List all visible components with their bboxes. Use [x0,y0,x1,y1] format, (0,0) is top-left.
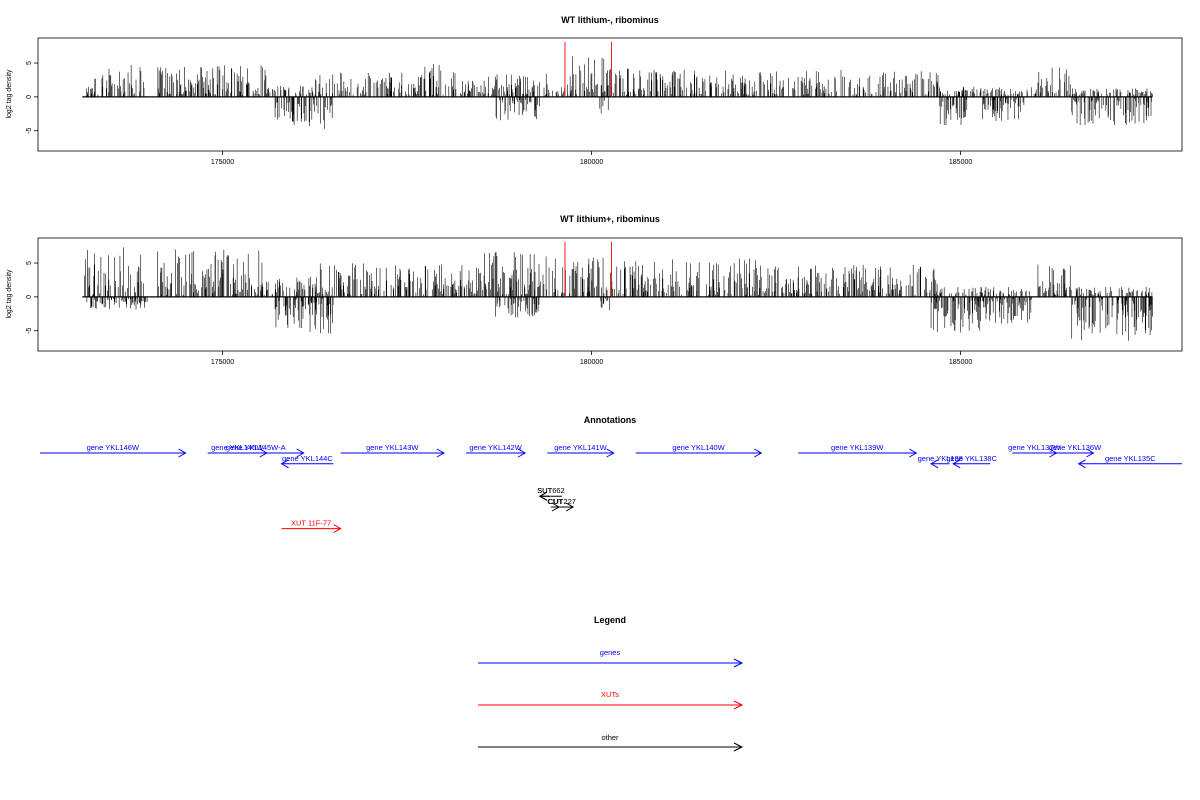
legend: Legend genes XUTs other [478,615,744,752]
track-title: WT lithium+, ribominus [560,214,660,224]
legend-item-other: other [478,733,744,752]
legend-label: genes [600,648,621,657]
feature: gene YKL144C [280,454,333,469]
legend-label: other [601,733,619,742]
feature-label: CUT227 [548,497,576,506]
legend-title: Legend [594,615,626,625]
feature-label: gene YKL138C [946,454,997,463]
feature-label: gene YKL140W [672,443,725,452]
feature-arrowhead [436,448,445,458]
y-axis-label: log2 tag density [6,69,13,119]
x-tick-label: 175000 [211,159,234,166]
feature-arrowhead [952,459,961,469]
feature-label: gene YKL136W [1049,443,1102,452]
feature-arrowhead [565,502,575,512]
feature-label: gene YKL146W [87,443,140,452]
y-tick-label: 5 [26,261,33,265]
feature-arrowhead [754,448,763,458]
feature-label: gene YKL145W [211,443,264,452]
feature-label: gene YKL142W [469,443,522,452]
feature-label: gene YKL139W [831,443,884,452]
x-tick-label: 180000 [580,159,603,166]
feature: gene YKL139W [798,443,918,458]
x-tick-label: 175000 [211,359,234,366]
feature-arrowhead [178,448,187,458]
feature: SUT662 [537,486,565,501]
track-panel-lithium-minus: WT lithium-, ribominus log2 tag density … [6,15,1183,166]
feature-arrowhead [517,448,527,458]
annotations-track: Annotations gene YKL146W gene YKL145Wgene… [40,415,1182,534]
feature: gene YKL138 [918,454,963,469]
legend-label: XUTs [601,690,619,699]
feature: gene YKL143W [340,443,445,458]
feature: XUT 11F-77 [281,519,342,534]
axis-ticks: 175000 180000 185000 -5 0 5 [26,61,972,166]
feature-arrowhead [606,448,615,458]
feature: CUT227 [548,497,576,512]
feature-arrowhead [538,491,548,501]
feature-label: SUT662 [537,486,565,495]
track-title: WT lithium-, ribominus [561,15,659,25]
axis-ticks: 175000 180000 185000 -5 0 5 [26,261,972,366]
feature-label: gene YKL137W [1008,443,1061,452]
feature-label: CUT [547,497,563,506]
legend-arrowhead [733,700,744,710]
x-tick-label: 180000 [580,359,603,366]
x-tick-label: 185000 [949,159,972,166]
feature: gene YKL142W [466,443,527,458]
plot-frame [37,237,1183,352]
feature-label: gene YKL141W [554,443,607,452]
feature-arrowhead [1077,459,1086,469]
x-tick-label: 185000 [949,359,972,366]
y-tick-label: -5 [26,127,33,133]
y-tick-label: 0 [26,95,33,99]
feature: gene YKL140W [635,443,763,458]
feature: gene YKL146W [40,443,187,458]
feature-arrowhead [333,524,342,534]
feature: gene YKL136W [1049,443,1102,458]
feature-label: gene YKL145W-A [226,443,286,452]
feature: gene YKL141W [547,443,615,458]
feature: gene YKL135C [1077,454,1182,469]
y-tick-label: 5 [26,61,33,65]
feature-label: gene YKL138 [918,454,963,463]
feature-label: SUT [537,486,552,495]
feature-arrowhead [909,448,918,458]
feature-arrowhead [1086,448,1095,458]
legend-item-genes: genes [478,648,744,668]
feature-label: gene YKL144C [282,454,333,463]
signal-bars [82,42,1153,129]
plot-frame [37,37,1183,152]
feature-arrowhead [930,459,939,469]
feature: gene YKL138C [946,454,998,469]
legend-arrowhead [733,742,744,752]
y-tick-label: 0 [26,295,33,299]
legend-item-xuts: XUTs [478,690,744,710]
feature-label: gene YKL135C [1105,454,1156,463]
signal-bars [82,242,1153,341]
annotations-title: Annotations [584,415,637,425]
feature-label: XUT 11F-77 [291,519,331,528]
feature: gene YKL145W-A [207,443,305,458]
feature-arrowhead [296,448,305,458]
feature-label: gene YKL143W [366,443,419,452]
y-tick-label: -5 [26,327,33,333]
track-panel-lithium-plus: WT lithium+, ribominus log2 tag density … [6,214,1183,366]
feature-arrowhead [280,459,289,469]
legend-arrowhead [733,658,744,668]
y-axis-label: log2 tag density [6,269,13,319]
